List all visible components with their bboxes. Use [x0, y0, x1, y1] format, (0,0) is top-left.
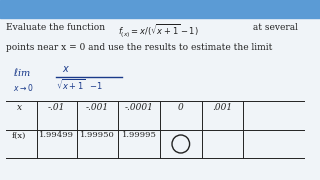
Text: 1.99499: 1.99499 — [38, 131, 74, 139]
Text: 1.99995: 1.99995 — [122, 131, 156, 139]
Text: -.0001: -.0001 — [125, 103, 154, 112]
Text: Evaluate the function: Evaluate the function — [6, 22, 108, 32]
Text: .001: .001 — [212, 103, 232, 112]
Text: at several: at several — [250, 22, 298, 32]
Text: 0: 0 — [178, 103, 184, 112]
Text: $x\to 0$: $x\to 0$ — [13, 82, 33, 93]
Text: points near x = 0 and use the results to estimate the limit: points near x = 0 and use the results to… — [6, 43, 273, 52]
Text: -.001: -.001 — [86, 103, 109, 112]
Text: $f_{(x)}=x/(\sqrt{x+1}-1)$: $f_{(x)}=x/(\sqrt{x+1}-1)$ — [118, 22, 199, 40]
Text: $x$: $x$ — [62, 64, 70, 74]
Text: $\ell$im: $\ell$im — [13, 66, 31, 78]
Bar — [0, 0, 320, 18]
Text: f(x): f(x) — [12, 131, 26, 139]
Text: -.01: -.01 — [47, 103, 65, 112]
Text: $\sqrt{x+1}$  $-1$: $\sqrt{x+1}$ $-1$ — [56, 77, 103, 92]
Text: x: x — [17, 103, 22, 112]
Text: 1.99950: 1.99950 — [80, 131, 115, 139]
